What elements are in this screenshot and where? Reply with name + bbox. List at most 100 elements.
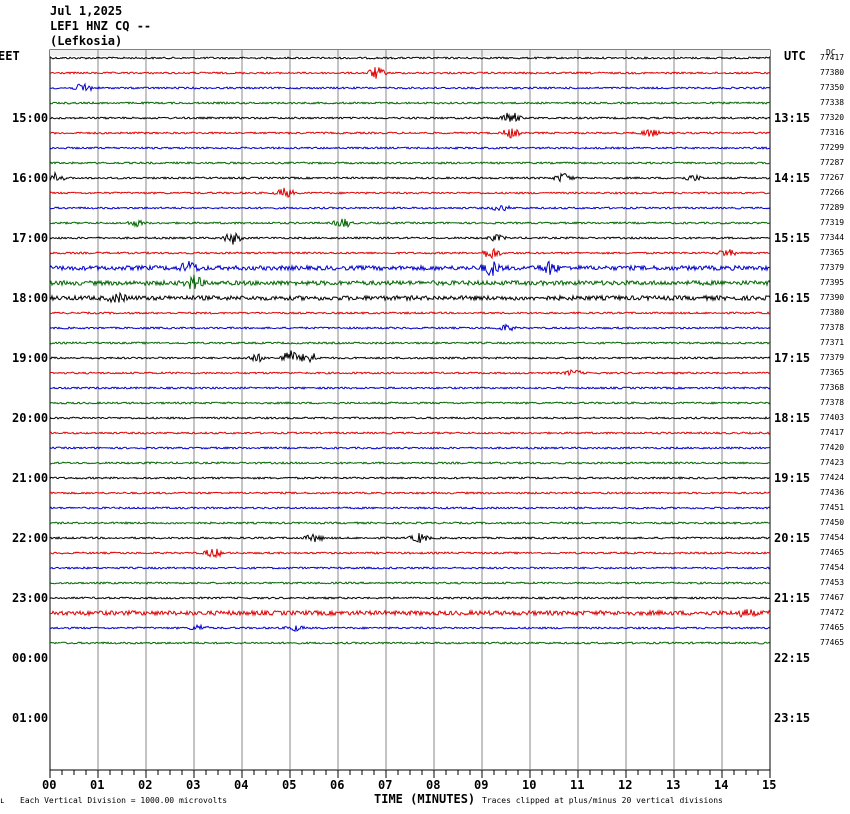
x-tick-label-14: 14: [714, 778, 729, 792]
right-hour-label: 22:15: [774, 651, 811, 665]
dc-offset-label: 77436: [820, 488, 845, 497]
x-tick-label-13: 13: [666, 778, 681, 792]
trace-4: [49, 112, 771, 123]
dc-offset-label: 77316: [820, 128, 845, 137]
trace-3: [49, 101, 771, 105]
top-band: [50, 50, 770, 56]
trace-11: [49, 218, 771, 229]
dc-offset-label: 77403: [820, 413, 845, 422]
trace-13: [49, 247, 771, 260]
dc-offset-label: 77365: [820, 248, 845, 257]
dc-offset-label: 77390: [820, 293, 845, 302]
x-tick-label-11: 11: [570, 778, 585, 792]
dc-offset-label: 77420: [820, 443, 845, 452]
trace-30: [49, 506, 771, 510]
right-hour-label: 17:15: [774, 351, 811, 365]
dc-offset-label: 77319: [820, 218, 845, 227]
x-tick-label-05: 05: [282, 778, 297, 792]
dc-offset-label: 77465: [820, 548, 845, 557]
right-hour-label: 23:15: [774, 711, 811, 725]
x-tick-label-01: 01: [90, 778, 105, 792]
trace-25: [49, 431, 771, 435]
trace-2: [50, 82, 771, 93]
dc-offset-label: 77267: [820, 173, 845, 182]
right-hour-label: 14:15: [774, 171, 811, 185]
dc-offset-label: 77450: [820, 518, 845, 527]
left-hour-label: 17:00: [12, 231, 49, 245]
dc-offset-label: 77451: [820, 503, 845, 512]
dc-offset-label: 77338: [820, 98, 845, 107]
dc-offset-label: 77417: [820, 428, 845, 437]
dc-header: DC: [826, 48, 836, 57]
trace-33: [50, 548, 771, 559]
trace-12: [49, 231, 771, 245]
dc-offset-label: 77453: [820, 578, 845, 587]
trace-7: [49, 161, 771, 165]
right-timezone-label: UTC: [784, 49, 806, 63]
dc-offset-label: 77378: [820, 398, 845, 407]
trace-19: [49, 341, 770, 345]
trace-38: [49, 623, 771, 633]
dc-offset-label: 77365: [820, 368, 845, 377]
dc-offset-label: 77465: [820, 623, 845, 632]
trace-6: [49, 146, 771, 150]
x-tick-label-12: 12: [618, 778, 633, 792]
x-axis-title: TIME (MINUTES): [374, 792, 476, 806]
left-hour-label: 00:00: [12, 651, 49, 665]
dc-offset-label: 77371: [820, 338, 845, 347]
trace-18: [49, 323, 771, 332]
dc-offset-label: 77344: [820, 233, 845, 242]
left-hour-label: 21:00: [12, 471, 49, 485]
trace-group: [49, 56, 771, 645]
x-tick-label-15: 15: [762, 778, 777, 792]
x-tick-label-00: 00: [42, 778, 57, 792]
left-hour-label: 22:00: [12, 531, 49, 545]
dc-offset-label: 77454: [820, 533, 845, 542]
left-hour-label: 19:00: [12, 351, 49, 365]
trace-0: [49, 56, 771, 60]
left-timezone-label: EET: [0, 49, 20, 63]
dc-offset-label: 77378: [820, 323, 845, 332]
logo-mark: ʟ: [0, 796, 5, 805]
dc-offset-label: 77266: [820, 188, 845, 197]
trace-14: [49, 260, 771, 277]
trace-15: [49, 274, 771, 290]
trace-9: [49, 187, 771, 198]
trace-35: [49, 581, 771, 585]
trace-26: [49, 446, 771, 450]
trace-32: [49, 533, 770, 544]
dc-offset-label: 77379: [820, 263, 845, 272]
trace-5: [49, 128, 771, 139]
dc-offset-label: 77379: [820, 353, 845, 362]
x-tick-label-04: 04: [234, 778, 249, 792]
trace-37: [49, 608, 771, 618]
right-hour-label: 16:15: [774, 291, 811, 305]
trace-36: [49, 596, 771, 600]
clip-note: Traces clipped at plus/minus 20 vertical…: [482, 796, 723, 805]
x-tick-label-07: 07: [378, 778, 393, 792]
trace-16: [49, 291, 771, 304]
dc-offset-label: 77472: [820, 608, 845, 617]
left-hour-label: 16:00: [12, 171, 49, 185]
trace-17: [49, 311, 771, 315]
x-tick-label-03: 03: [186, 778, 201, 792]
x-tick-label-10: 10: [522, 778, 537, 792]
dc-offset-label: 77380: [820, 308, 845, 317]
left-hour-label: 01:00: [12, 711, 49, 725]
trace-22: [49, 386, 771, 390]
trace-1: [49, 67, 771, 79]
x-tick-label-02: 02: [138, 778, 153, 792]
trace-8: [49, 170, 771, 183]
station-location: (Lefkosia): [50, 34, 123, 48]
dc-offset-label: 77454: [820, 563, 845, 572]
trace-23: [49, 401, 771, 405]
right-hour-label: 20:15: [774, 531, 811, 545]
plot-date: Jul 1,2025: [50, 4, 123, 18]
dc-offset-label: 77395: [820, 278, 845, 287]
dc-offset-label: 77368: [820, 383, 845, 392]
vertical-scale-note: Each Vertical Division = 1000.00 microvo…: [20, 796, 228, 805]
dc-offset-label: 77320: [820, 113, 845, 122]
dc-offset-label: 77380: [820, 68, 845, 77]
plot-frame: [49, 49, 771, 771]
